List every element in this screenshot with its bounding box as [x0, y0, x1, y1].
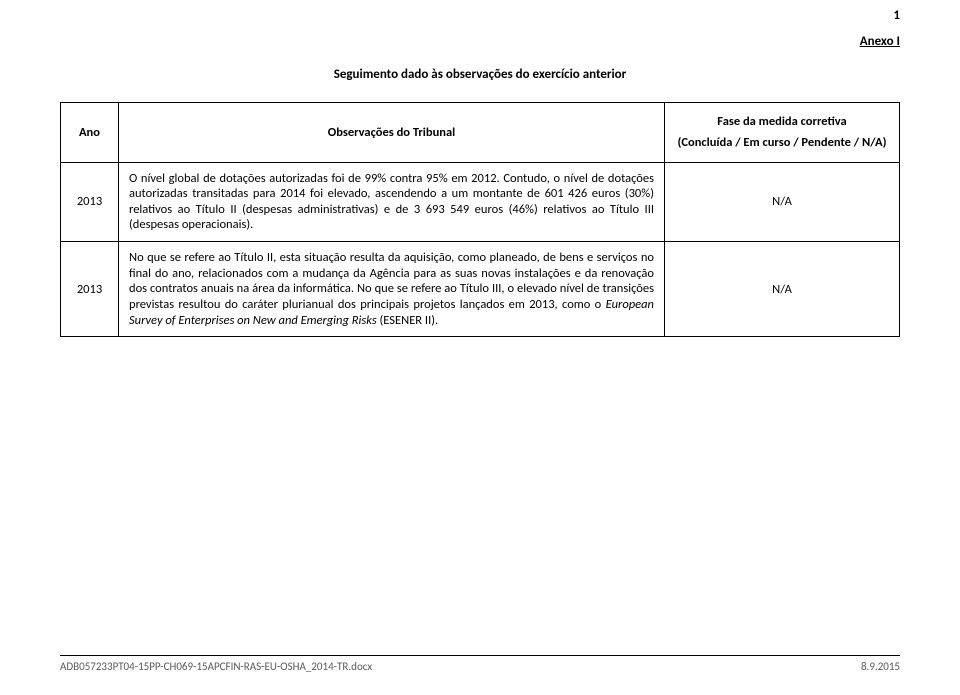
table-row: 2013 No que se refere ao Título II, esta…: [61, 242, 900, 337]
annex-label: Anexo I: [60, 34, 900, 49]
obs-text-pre: No que se refere ao Título II, esta situ…: [129, 250, 654, 312]
cell-observation: No que se refere ao Título II, esta situ…: [119, 242, 665, 337]
followup-table: Ano Observações do Tribunal Fase da medi…: [60, 102, 900, 337]
document-title: Seguimento dado às observações do exercí…: [60, 67, 900, 82]
col-header-observations: Observações do Tribunal: [119, 103, 665, 163]
col-header-year: Ano: [61, 103, 119, 163]
cell-observation: O nível global de dotações autorizadas f…: [119, 162, 665, 242]
table-row: 2013 O nível global de dotações autoriza…: [61, 162, 900, 242]
footer-date: 8.9.2015: [861, 660, 900, 673]
col-header-status: Fase da medida corretiva (Concluída / Em…: [665, 103, 900, 163]
page-footer: ADB057233PT04-15PP-CH069-15APCFIN-RAS-EU…: [60, 655, 900, 673]
status-header-line1: Fase da medida corretiva: [675, 111, 889, 132]
cell-year: 2013: [61, 242, 119, 337]
obs-text-post: (ESENER II).: [377, 313, 438, 328]
cell-status: N/A: [665, 242, 900, 337]
footer-docref: ADB057233PT04-15PP-CH069-15APCFIN-RAS-EU…: [60, 660, 372, 673]
cell-year: 2013: [61, 162, 119, 242]
table-header-row: Ano Observações do Tribunal Fase da medi…: [61, 103, 900, 163]
status-header-line2: (Concluída / Em curso / Pendente / N/A): [675, 132, 889, 153]
cell-status: N/A: [665, 162, 900, 242]
page-number: 1: [893, 8, 900, 23]
